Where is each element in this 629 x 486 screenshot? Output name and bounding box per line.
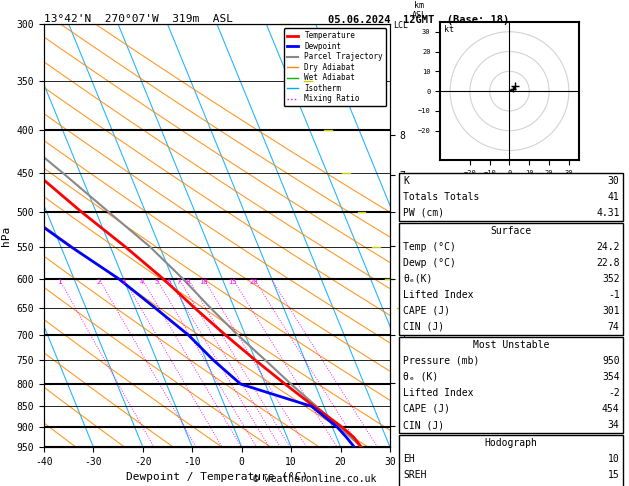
Text: 352: 352 [602, 274, 620, 284]
Text: 10: 10 [608, 454, 620, 464]
Text: 454: 454 [602, 404, 620, 414]
Text: Pressure (mb): Pressure (mb) [403, 356, 479, 366]
Text: Temp (°C): Temp (°C) [403, 242, 456, 252]
Text: 30: 30 [608, 175, 620, 186]
Text: 13°42'N  270°07'W  319m  ASL: 13°42'N 270°07'W 319m ASL [44, 14, 233, 23]
Text: LCL: LCL [394, 20, 408, 30]
Text: Totals Totals: Totals Totals [403, 191, 479, 202]
Text: θₑ(K): θₑ(K) [403, 274, 433, 284]
Text: 74: 74 [608, 322, 620, 332]
Text: kt: kt [444, 25, 454, 34]
Text: 1: 1 [57, 278, 61, 285]
Y-axis label: hPa: hPa [1, 226, 11, 246]
Text: 354: 354 [602, 372, 620, 382]
Text: 5: 5 [154, 278, 159, 285]
Text: 15: 15 [608, 470, 620, 480]
Text: -2: -2 [608, 388, 620, 398]
Text: CIN (J): CIN (J) [403, 420, 444, 430]
Text: Surface: Surface [491, 226, 532, 236]
Text: Most Unstable: Most Unstable [473, 340, 549, 350]
Y-axis label: Mixing Ratio (g/kg): Mixing Ratio (g/kg) [411, 180, 421, 292]
X-axis label: Dewpoint / Temperature (°C): Dewpoint / Temperature (°C) [126, 472, 308, 483]
Text: EH: EH [403, 454, 415, 464]
Text: 8: 8 [186, 278, 190, 285]
Text: CAPE (J): CAPE (J) [403, 404, 450, 414]
Text: 20: 20 [250, 278, 259, 285]
Text: Lifted Index: Lifted Index [403, 388, 474, 398]
Text: 22.8: 22.8 [596, 258, 620, 268]
Text: PW (cm): PW (cm) [403, 208, 444, 218]
Text: 6: 6 [166, 278, 170, 285]
Text: 41: 41 [608, 191, 620, 202]
Legend: Temperature, Dewpoint, Parcel Trajectory, Dry Adiabat, Wet Adiabat, Isotherm, Mi: Temperature, Dewpoint, Parcel Trajectory… [284, 28, 386, 106]
Text: Hodograph: Hodograph [484, 438, 538, 448]
Text: CAPE (J): CAPE (J) [403, 306, 450, 316]
Text: 950: 950 [602, 356, 620, 366]
Text: CIN (J): CIN (J) [403, 322, 444, 332]
Text: K: K [403, 175, 409, 186]
Text: 10: 10 [199, 278, 208, 285]
Text: © weatheronline.co.uk: © weatheronline.co.uk [253, 473, 376, 484]
Text: Lifted Index: Lifted Index [403, 290, 474, 300]
Text: 15: 15 [228, 278, 237, 285]
Text: θₑ (K): θₑ (K) [403, 372, 438, 382]
Text: 2: 2 [97, 278, 101, 285]
Text: 4: 4 [140, 278, 144, 285]
Text: 24.2: 24.2 [596, 242, 620, 252]
Text: -1: -1 [608, 290, 620, 300]
Text: Dewp (°C): Dewp (°C) [403, 258, 456, 268]
Text: 3: 3 [121, 278, 126, 285]
Text: 4.31: 4.31 [596, 208, 620, 218]
Text: 7: 7 [177, 278, 181, 285]
Text: 05.06.2024  12GMT  (Base: 18): 05.06.2024 12GMT (Base: 18) [328, 15, 509, 25]
Text: km
ASL: km ASL [412, 0, 427, 20]
Text: SREH: SREH [403, 470, 426, 480]
Text: 301: 301 [602, 306, 620, 316]
Text: 34: 34 [608, 420, 620, 430]
